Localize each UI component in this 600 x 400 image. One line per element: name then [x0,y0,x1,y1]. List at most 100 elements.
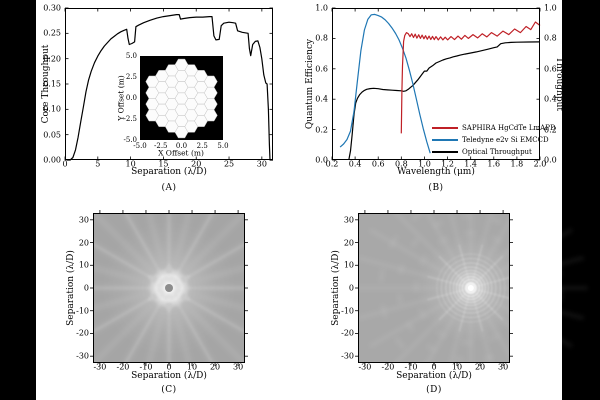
b-ytick-label-left: 0.2 [315,125,328,135]
b-xtick-label: 2.0 [533,159,547,169]
inset-xtick-label: -2.5 [154,142,168,150]
inset-xtick-label: 2.5 [196,142,208,150]
pupil-aperture-inset [140,56,223,140]
b-ytick-label-right: 0.8 [544,33,557,43]
b-ytick-label-left: 0.4 [315,94,328,104]
inset-ytick-label: 0.0 [125,94,137,102]
c-xtick-label: 20 [209,362,221,372]
legend-label: SAPHIRA HgCdTe LmAPD [462,124,556,132]
b-xtick-label: 0.2 [325,159,339,169]
inset-xtick-label: 5.0 [217,142,229,150]
c-xtick-label: -10 [139,362,153,372]
quantum-efficiency-chart [331,7,541,161]
a-xtick-label: 10 [125,159,136,169]
d-xtick-label: 10 [451,362,463,372]
a-ytick-label: 0.15 [43,79,61,89]
panel-c-ylabel: Separation (λ/D) [66,250,76,326]
panel-c-xlabel: Separation (λ/D) [131,371,207,381]
c-xtick-label: -30 [93,362,107,372]
panel-c-caption: (C) [161,385,177,395]
legend-entry: Teledyne e2v Si EMCCD [432,134,556,146]
d-ytick-label: 0 [348,283,354,293]
legend-line-swatch [432,151,458,153]
d-ytick-label: -20 [341,328,354,338]
b-ytick-label-right: 0.0 [544,155,557,165]
c-ytick-label: 10 [78,260,89,270]
b-ytick-label-left: 0.6 [315,64,328,74]
a-ytick-label: 0.00 [43,155,61,165]
panel-b-legend: SAPHIRA HgCdTe LmAPD Teledyne e2v Si EMCC… [432,122,556,158]
a-xtick-label: 30 [256,159,267,169]
b-xtick-label: 0.8 [394,159,408,169]
d-xtick-label: 20 [474,362,486,372]
b-ytick-label-right: 1.0 [544,3,557,13]
inset-ytick-label: -2.5 [123,115,138,123]
core-throughput-chart [64,7,273,161]
panel-c-plot [51,170,287,400]
psf-offaxis-image [353,171,588,400]
c-xtick-label: 0 [166,362,172,372]
b-xtick-label: 1.0 [418,159,431,169]
panel-a-plot [64,7,273,161]
panel-d-plot [353,171,588,400]
panel-b-xlabel: Wavelength (μm) [397,167,475,177]
b-xtick-label: 1.2 [441,159,454,169]
panel-d-xlabel: Separation (λ/D) [396,371,472,381]
a-ytick-label: 0.10 [43,104,61,114]
inset-ytick-label: 2.5 [125,73,137,81]
b-ytick-label-left: 0.0 [315,155,328,165]
b-xtick-label: 1.6 [487,159,501,169]
d-xtick-label: -10 [404,362,418,372]
legend-label: Optical Throughput [462,148,532,156]
c-xtick-label: 30 [232,362,244,372]
panel-b-plot [331,7,541,161]
c-xtick-label: -20 [116,362,130,372]
a-ytick-label: 0.25 [43,28,61,38]
d-ytick-label: 10 [343,260,354,270]
b-ytick-label-right: 0.4 [544,94,557,104]
b-xtick-label: 1.4 [464,159,478,169]
legend-entry: Optical Throughput [432,146,556,158]
d-ytick-label: -10 [341,306,354,316]
a-xtick-label: 25 [223,159,235,169]
panel-b-ylabel-left: Quantum Efficiency [305,38,315,130]
right-letterbox-bar [562,0,600,400]
inset-xtick-label: 0.0 [175,142,188,150]
a-xtick-label: 5 [95,159,101,169]
d-xtick-label: 0 [431,362,437,372]
a-xtick-label: 20 [191,159,202,169]
legend-label: Teledyne e2v Si EMCCD [462,136,549,144]
legend-line-swatch [432,127,458,129]
left-letterbox-bar [0,0,36,400]
a-ytick-label: 0.05 [43,130,61,140]
a-xtick-label: 0 [62,159,68,169]
psf-onaxis-image [51,170,287,400]
c-ytick-label: 20 [78,238,89,248]
d-xtick-label: -20 [381,362,395,372]
panel-d-caption: (D) [426,385,442,395]
b-ytick-label-left: 1.0 [315,3,328,13]
c-ytick-label: -30 [76,351,89,361]
panel-b-caption: (B) [428,183,444,193]
a-ytick-label: 0.20 [43,54,61,64]
b-xtick-label: 1.8 [510,159,524,169]
legend-line-swatch [432,139,458,141]
inset-ytick-label: 5.0 [125,52,137,60]
d-xtick-label: 30 [497,362,509,372]
a-xtick-label: 15 [158,159,169,169]
c-ytick-label: 0 [83,283,89,293]
inset-ylabel: Y Offset (m) [116,75,126,121]
inset-xlabel: X Offset (m) [158,148,204,158]
b-xtick-label: 0.6 [371,159,385,169]
b-ytick-label-right: 0.6 [544,64,557,74]
b-xtick-label: 0.4 [348,159,362,169]
d-ytick-label: 30 [343,215,354,225]
c-xtick-label: 10 [186,362,198,372]
a-ytick-label: 0.30 [43,3,61,13]
panel-d-ylabel: Separation (λ/D) [331,250,341,326]
inset-xtick-label: -5.0 [133,142,147,150]
c-ytick-label: -20 [76,328,89,338]
inset-ytick-label: -5.0 [123,136,138,144]
d-xtick-label: -30 [358,362,372,372]
